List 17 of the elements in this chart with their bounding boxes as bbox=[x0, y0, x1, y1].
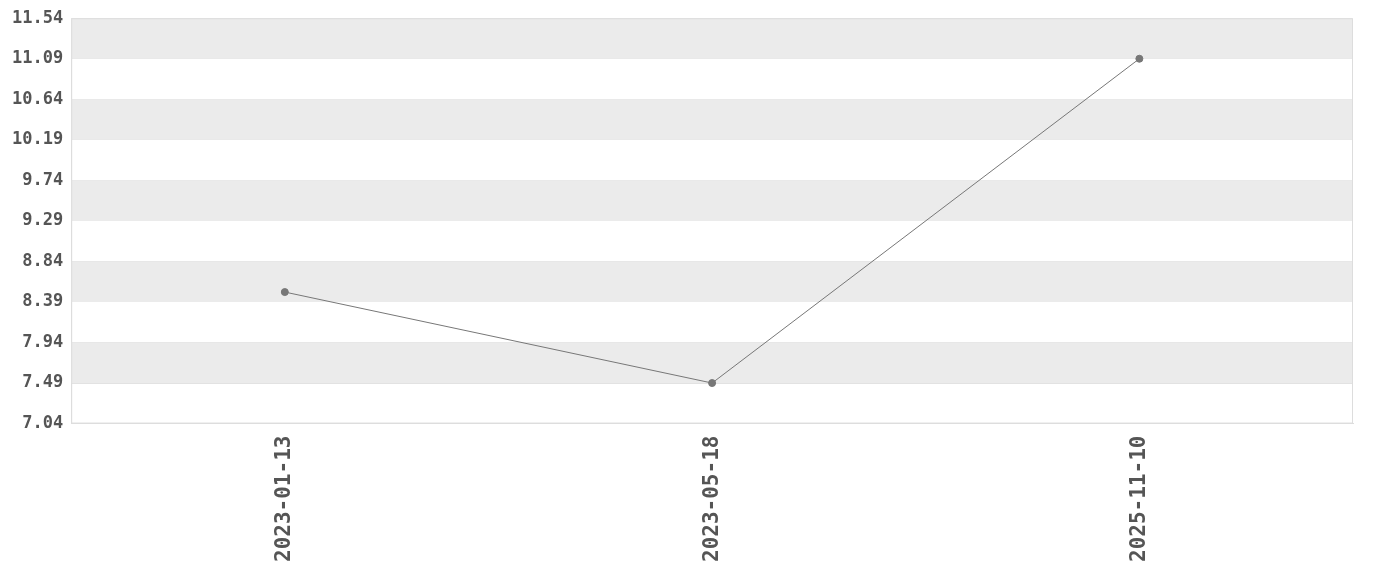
point bbox=[280, 288, 289, 297]
y-tick-label: 11.54 bbox=[11, 6, 64, 27]
x-tick-label: 2023-01-13 bbox=[271, 435, 296, 563]
x-tick-label: 2025-11-10 bbox=[1125, 435, 1150, 563]
y-tick-label: 8.39 bbox=[22, 290, 64, 311]
y-tick-label: 9.74 bbox=[22, 168, 64, 189]
y-tick-label: 10.64 bbox=[11, 87, 64, 108]
y-tick-label: 7.04 bbox=[22, 411, 64, 432]
y-tick-label: 11.09 bbox=[11, 47, 64, 68]
x-tick-label: 2023-05-18 bbox=[698, 435, 723, 563]
y-tick-label: 8.84 bbox=[22, 249, 64, 270]
point bbox=[708, 379, 717, 388]
point bbox=[1135, 54, 1144, 63]
y-tick-label: 7.49 bbox=[22, 371, 64, 392]
y-tick-label: 10.19 bbox=[11, 128, 64, 149]
y-tick-label: 9.29 bbox=[22, 209, 64, 230]
y-tick-label: 7.94 bbox=[22, 330, 64, 351]
